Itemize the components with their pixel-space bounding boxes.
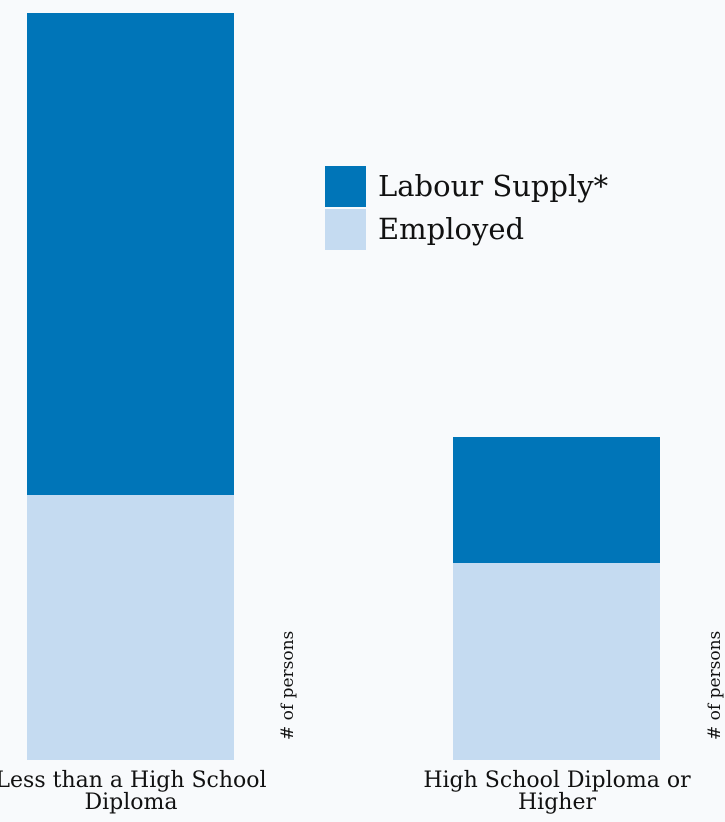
bar-2-employed (453, 563, 660, 760)
bars-layer (27, 13, 660, 760)
legend-swatch-labour-supply (325, 166, 366, 207)
category-label-high-school-or-higher: High School Diploma or Higher (423, 768, 691, 815)
y-axis-label-right: # of persons (705, 630, 725, 740)
legend: Labour Supply* Employed (325, 165, 608, 251)
bar-1-employed (27, 495, 234, 760)
y-axis-label-left: # of persons (278, 630, 298, 740)
legend-item-labour-supply: Labour Supply* (325, 165, 608, 208)
legend-swatch-employed (325, 209, 366, 250)
legend-item-employed: Employed (325, 208, 608, 251)
bar-1-labour-supply (27, 13, 234, 495)
bar-2-labour-supply (453, 437, 660, 563)
legend-label-labour-supply: Labour Supply* (378, 169, 609, 203)
category-label-less-than-high-school: Less than a High School Diploma (0, 768, 267, 815)
legend-label-employed: Employed (378, 212, 525, 246)
